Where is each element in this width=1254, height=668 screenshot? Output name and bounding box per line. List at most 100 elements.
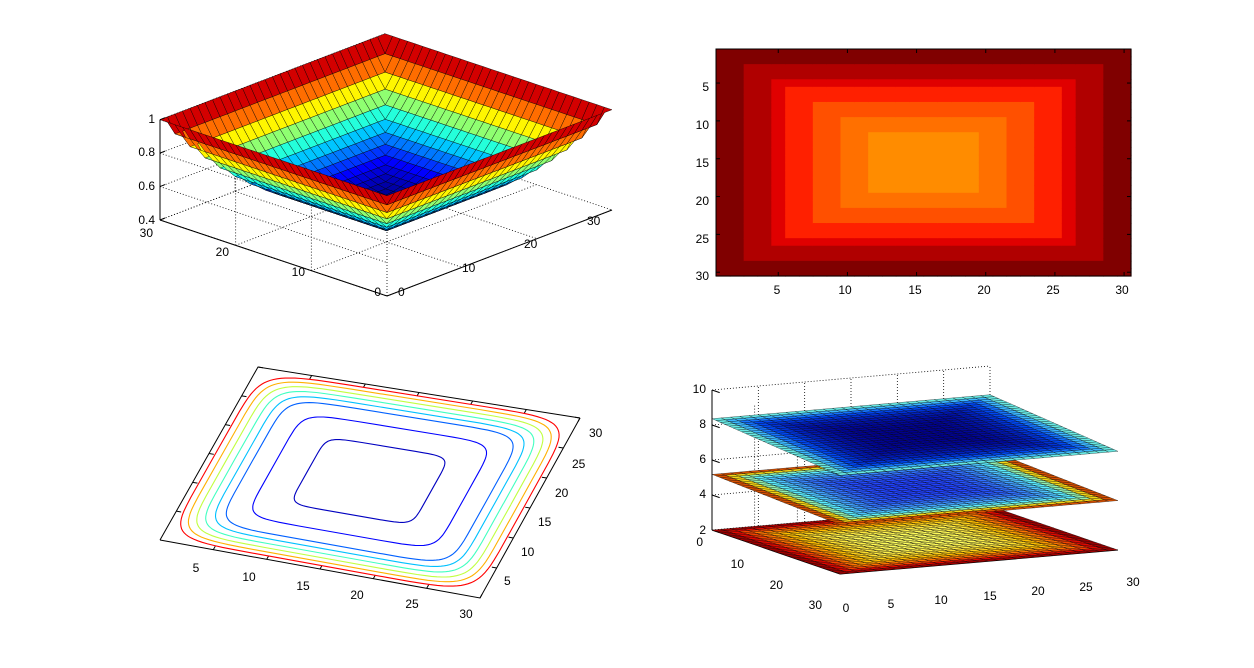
heatmap-cell xyxy=(785,192,800,201)
heatmap-cell xyxy=(743,132,759,141)
heatmap-cell xyxy=(1048,139,1063,148)
heatmap-cell xyxy=(757,200,772,209)
heatmap-cell xyxy=(1020,253,1035,262)
tick-mark xyxy=(192,481,198,484)
tick-mark xyxy=(257,366,263,369)
heatmap-cell xyxy=(1006,94,1021,103)
heatmap-cell xyxy=(826,139,842,148)
heatmap-cell xyxy=(1075,207,1091,217)
heatmap-cell xyxy=(716,101,731,111)
heatmap-cell xyxy=(909,200,925,209)
y-tick-label: 30 xyxy=(809,598,823,612)
heatmap-cell xyxy=(1075,200,1091,209)
heatmap-cell xyxy=(716,177,731,186)
heatmap-cell xyxy=(1048,86,1063,95)
heatmap-cell xyxy=(1020,64,1035,73)
heatmap-cell xyxy=(951,215,966,224)
heatmap-cell xyxy=(1103,49,1118,58)
x-tick-label: 10 xyxy=(242,570,256,584)
heatmap-cell xyxy=(729,139,745,148)
heatmap-cell xyxy=(978,101,994,111)
heatmap-cell xyxy=(965,238,980,247)
y-tick-label: 20 xyxy=(770,578,784,592)
slice-plane xyxy=(711,505,1119,575)
heatmap-cell xyxy=(826,56,842,65)
heatmap-cell xyxy=(1117,132,1132,141)
heatmap-cell xyxy=(978,139,994,148)
heatmap-cell xyxy=(965,71,980,80)
grid-line xyxy=(159,186,388,263)
heatmap-cell xyxy=(895,64,911,73)
heatmap-cell xyxy=(743,170,759,179)
heatmap-cell xyxy=(1006,238,1021,247)
heatmap-cell xyxy=(965,147,980,156)
heatmap-cell xyxy=(812,132,828,141)
heatmap-cell xyxy=(1089,139,1104,148)
heatmap-cell xyxy=(812,170,828,179)
heatmap-cell xyxy=(978,49,994,58)
heatmap-cell xyxy=(1103,64,1118,73)
tick-mark xyxy=(508,536,514,539)
heatmap-cell xyxy=(729,170,745,179)
heatmap-cell xyxy=(840,124,855,133)
heatmap-cell xyxy=(978,177,994,186)
heatmap-cell xyxy=(1048,147,1063,156)
heatmap-cell xyxy=(1089,56,1104,65)
heatmap-cell xyxy=(729,192,745,201)
heatmap-cell xyxy=(771,49,786,58)
heatmap-cell xyxy=(965,154,980,164)
contour-axes-box xyxy=(159,366,581,599)
heatmap-cell xyxy=(785,64,800,73)
heatmap-cell xyxy=(729,207,745,217)
heatmap-cell xyxy=(1061,49,1077,58)
heatmap-cell xyxy=(1075,253,1091,262)
heatmap-cell xyxy=(992,117,1008,126)
heatmap-cell xyxy=(1117,71,1132,80)
heatmap-cell xyxy=(771,260,786,270)
heatmap-cell xyxy=(743,71,759,80)
heatmap-cell xyxy=(882,79,897,88)
heatmap-cell xyxy=(716,109,731,118)
heatmap-cell xyxy=(937,238,952,247)
heatmap-cell xyxy=(1061,71,1077,80)
tick-mark xyxy=(212,545,216,550)
heatmap-cell xyxy=(937,207,952,217)
heatmap-cell xyxy=(923,49,938,58)
heatmap-cell xyxy=(992,162,1008,171)
heatmap-cell xyxy=(729,79,745,88)
heatmap-cell xyxy=(1103,117,1118,126)
heatmap-cell xyxy=(771,101,786,111)
heatmap-cell xyxy=(785,56,800,65)
heatmap-cell xyxy=(1020,268,1035,277)
heatmap-cell xyxy=(840,170,855,179)
heatmap-cell xyxy=(1006,132,1021,141)
heatmap-cell xyxy=(757,245,772,254)
heatmap-cell xyxy=(854,49,869,58)
y-tick-label: 25 xyxy=(696,232,710,246)
heatmap-cell xyxy=(854,260,869,270)
heatmap-cell xyxy=(1061,170,1077,179)
heatmap-cell xyxy=(895,109,911,118)
x-tick-label: 20 xyxy=(1031,584,1045,598)
x-tick-label: 20 xyxy=(350,588,364,602)
heatmap-cell xyxy=(923,170,938,179)
heatmap-cell xyxy=(854,117,869,126)
heatmap-cell xyxy=(1020,117,1035,126)
heatmap-cell xyxy=(895,79,911,88)
heatmap-cell xyxy=(1089,64,1104,73)
heatmap-cell xyxy=(1089,238,1104,247)
heatmap-cell xyxy=(812,79,828,88)
heatmap-cell xyxy=(951,223,966,232)
heatmap-cell xyxy=(923,117,938,126)
heatmap-cell xyxy=(1103,154,1118,164)
heatmap-cell xyxy=(1048,101,1063,111)
heatmap-cell xyxy=(771,185,786,194)
tick-mark xyxy=(241,395,247,398)
heatmap-cell xyxy=(937,245,952,254)
heatmap-cell xyxy=(1006,154,1021,164)
heatmap-cell xyxy=(882,132,897,141)
contour-line xyxy=(196,386,544,578)
contour-y-tick-labels: 5 10 15 20 25 30 xyxy=(504,426,603,588)
heatmap-cell xyxy=(1103,268,1118,277)
heatmap-cell xyxy=(1020,177,1035,186)
